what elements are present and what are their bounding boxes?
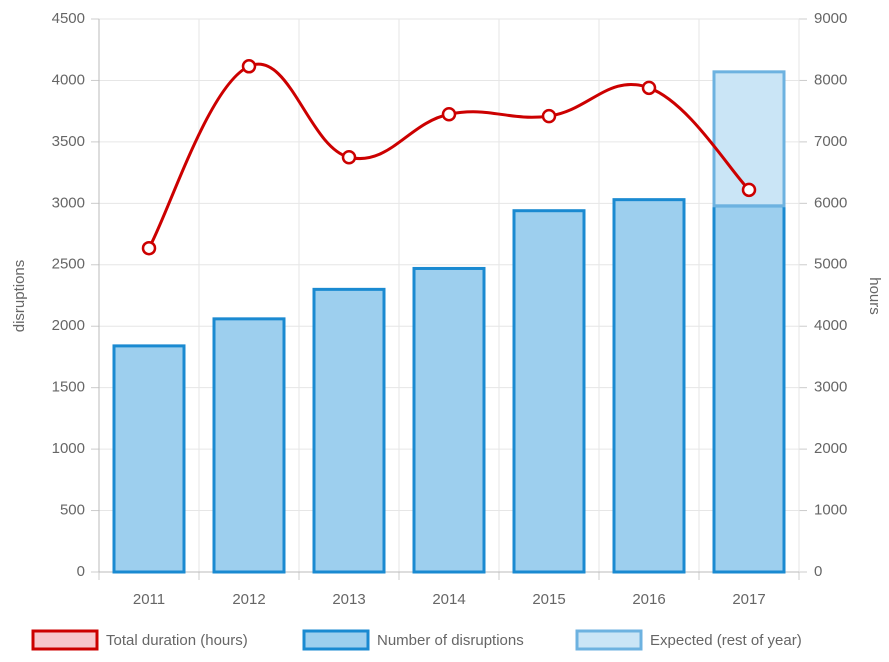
line-point	[141, 240, 157, 256]
bar	[612, 198, 686, 574]
y2-tick-label: 4000	[814, 317, 847, 334]
y-tick-label: 1000	[52, 440, 85, 457]
x-tick-label: 2014	[432, 591, 465, 608]
y-tick-label: 2000	[52, 317, 85, 334]
y2-tick-label: 8000	[814, 71, 847, 88]
line-point	[241, 59, 257, 74]
bar	[412, 266, 486, 574]
bar	[112, 344, 186, 574]
y-tick-label: 0	[77, 563, 85, 580]
y2-tick-label: 6000	[814, 194, 847, 211]
legend-swatch	[31, 629, 99, 651]
x-tick-label: 2012	[232, 591, 265, 608]
bar	[512, 209, 586, 574]
line-point	[541, 108, 557, 124]
y2-tick-label: 5000	[814, 256, 847, 273]
legend-label: Number of disruptions	[377, 632, 524, 649]
y-tick-label: 2500	[52, 256, 85, 273]
line-point	[641, 80, 657, 96]
x-tick-label: 2017	[732, 591, 765, 608]
y-tick-label: 4000	[52, 71, 85, 88]
y2-tick-label: 1000	[814, 502, 847, 519]
x-tick-label: 2013	[332, 591, 365, 608]
y-tick-label: 1500	[52, 379, 85, 396]
line-point	[341, 150, 357, 165]
legend-label: Total duration (hours)	[106, 632, 248, 649]
y-tick-label: 3000	[52, 194, 85, 211]
x-tick-label: 2011	[133, 591, 165, 608]
y-axis-title: disruptions	[11, 260, 28, 333]
x-tick-label: 2016	[632, 591, 665, 608]
legend-label: Expected (rest of year)	[650, 632, 802, 649]
bar	[312, 287, 386, 574]
y2-tick-label: 3000	[814, 379, 847, 396]
x-tick-label: 2015	[532, 591, 565, 608]
y2-tick-label: 0	[814, 563, 822, 580]
bar	[212, 317, 286, 574]
y-tick-label: 4500	[52, 10, 85, 27]
y-tick-label: 3500	[52, 133, 85, 150]
line-point	[741, 182, 757, 198]
y2-tick-label: 2000	[814, 440, 847, 457]
y2-axis-title: hours	[866, 277, 883, 315]
bar	[712, 204, 786, 574]
legend-swatch	[575, 629, 643, 651]
y2-tick-label: 9000	[814, 10, 847, 27]
y-tick-label: 500	[60, 502, 85, 519]
legend-swatch	[302, 629, 370, 651]
line-point	[441, 106, 457, 122]
y2-tick-label: 7000	[814, 133, 847, 150]
